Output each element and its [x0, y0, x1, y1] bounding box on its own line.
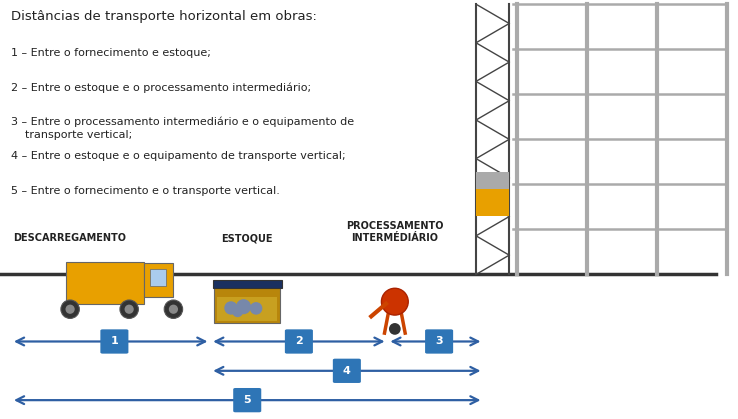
Bar — [66, 262, 144, 304]
Text: 3: 3 — [435, 336, 443, 347]
Ellipse shape — [236, 299, 251, 314]
Ellipse shape — [389, 323, 401, 335]
Bar — [476, 172, 509, 189]
Text: 4 – Entre o estoque e o equipamento de transporte vertical;: 4 – Entre o estoque e o equipamento de t… — [11, 151, 345, 161]
Text: 1: 1 — [111, 336, 118, 347]
FancyBboxPatch shape — [425, 329, 453, 354]
Ellipse shape — [66, 305, 75, 314]
Ellipse shape — [382, 288, 408, 315]
Text: 2 – Entre o estoque e o processamento intermediário;: 2 – Entre o estoque e o processamento in… — [11, 83, 311, 93]
Bar — [476, 205, 509, 216]
Bar — [144, 263, 173, 297]
Text: ESTOQUE: ESTOQUE — [221, 233, 273, 243]
Text: 4: 4 — [343, 366, 351, 376]
Text: 3 – Entre o processamento intermediário e o equipamento de
    transporte vertic: 3 – Entre o processamento intermediário … — [11, 117, 354, 140]
Bar — [150, 269, 166, 286]
Bar — [214, 287, 280, 323]
Ellipse shape — [125, 305, 134, 314]
FancyBboxPatch shape — [333, 359, 361, 383]
Text: DESCARREGAMENTO: DESCARREGAMENTO — [13, 233, 127, 243]
Text: 5: 5 — [244, 395, 251, 405]
FancyBboxPatch shape — [100, 329, 128, 354]
Ellipse shape — [120, 300, 138, 318]
Bar — [213, 280, 282, 288]
FancyBboxPatch shape — [233, 388, 261, 412]
Text: Distâncias de transporte horizontal em obras:: Distâncias de transporte horizontal em o… — [11, 10, 317, 23]
Ellipse shape — [224, 301, 238, 315]
Ellipse shape — [61, 300, 79, 318]
Ellipse shape — [232, 306, 243, 317]
Text: 1 – Entre o fornecimento e estoque;: 1 – Entre o fornecimento e estoque; — [11, 48, 211, 58]
Ellipse shape — [165, 300, 182, 318]
Ellipse shape — [169, 305, 178, 314]
Bar — [476, 189, 509, 207]
Text: 5 – Entre o fornecimento e o transporte vertical.: 5 – Entre o fornecimento e o transporte … — [11, 186, 280, 196]
FancyBboxPatch shape — [285, 329, 313, 354]
Text: PROCESSAMENTO
INTERMÉDIÁRIO: PROCESSAMENTO INTERMÉDIÁRIO — [346, 221, 444, 243]
Text: 2: 2 — [295, 336, 303, 347]
Ellipse shape — [249, 302, 263, 315]
Bar — [217, 297, 277, 321]
